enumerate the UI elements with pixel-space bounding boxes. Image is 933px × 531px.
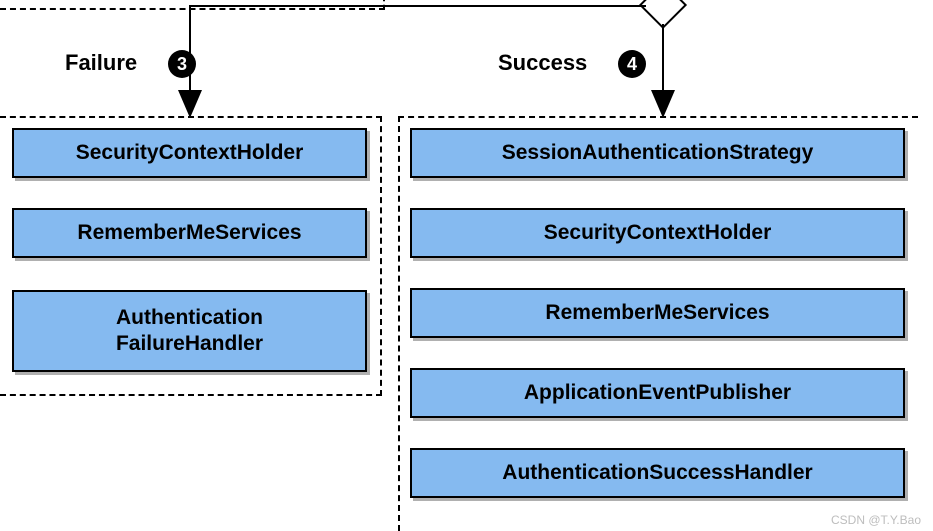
success-item-security-context-holder: SecurityContextHolder [410,208,905,258]
failure-badge: 3 [168,50,196,78]
success-item-session-auth-strategy: SessionAuthenticationStrategy [410,128,905,178]
top-partial-box [0,0,385,10]
watermark: CSDN @T.Y.Bao [831,513,921,527]
success-label: Success [498,50,587,76]
success-item-auth-success-handler: AuthenticationSuccessHandler [410,448,905,498]
failure-item-security-context-holder: SecurityContextHolder [12,128,367,178]
failure-label: Failure [65,50,137,76]
success-badge: 4 [618,50,646,78]
failure-item-remember-me-services: RememberMeServices [12,208,367,258]
success-item-app-event-publisher: ApplicationEventPublisher [410,368,905,418]
decision-diamond [639,0,687,29]
success-item-remember-me-services: RememberMeServices [410,288,905,338]
failure-item-auth-failure-handler: Authentication FailureHandler [12,290,367,372]
